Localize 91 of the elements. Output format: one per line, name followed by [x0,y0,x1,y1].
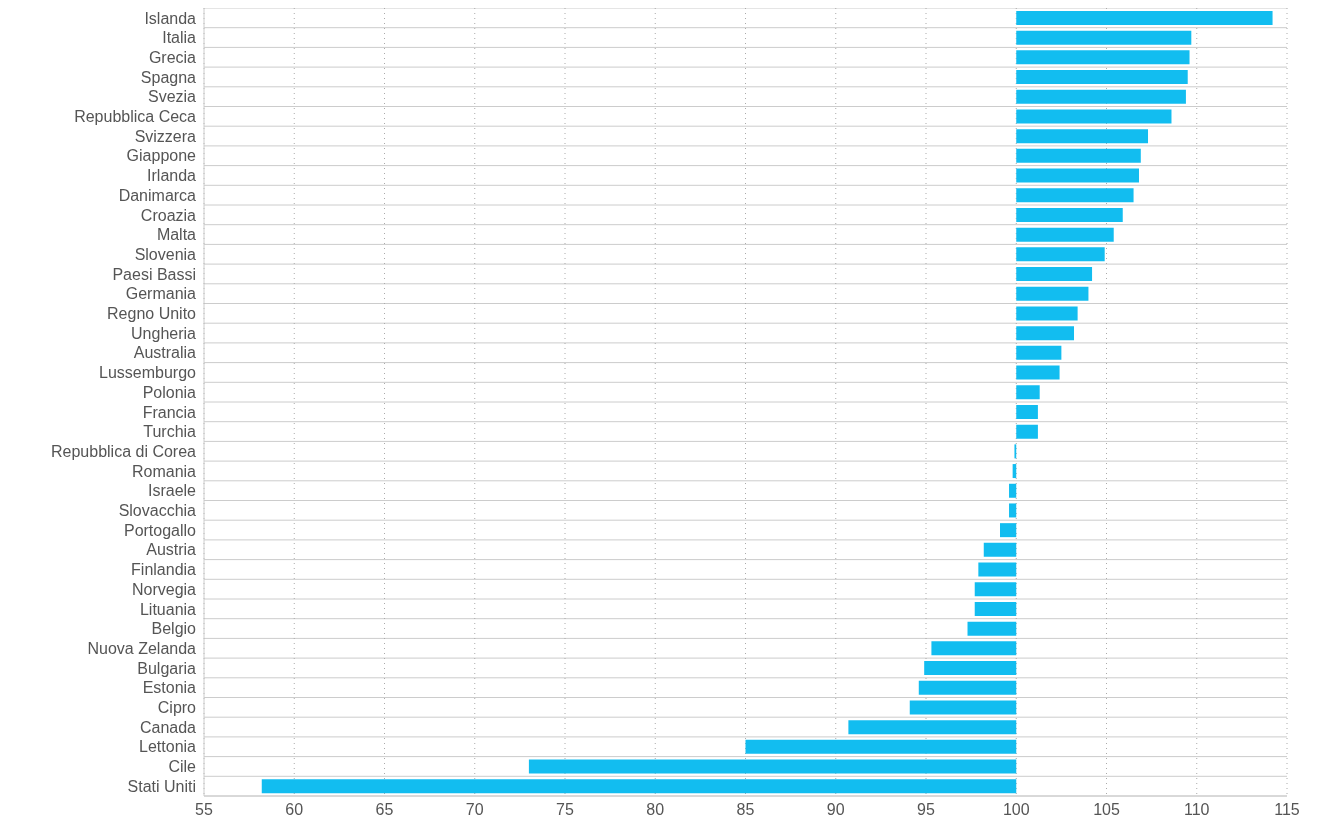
bar [1016,188,1134,203]
bar [1016,109,1172,124]
bar [1016,267,1093,282]
y-tick-label: Grecia [148,48,197,66]
y-tick-label: Svizzera [134,127,197,145]
y-tick-label: Lettonia [139,738,197,756]
bar [918,680,1017,695]
bar [974,601,1017,616]
y-tick-label: Finlandia [131,561,197,579]
bar [931,641,1017,656]
y-tick-label: Estonia [142,679,197,697]
y-tick-label: Italia [162,29,197,47]
bar [1016,385,1040,400]
y-tick-label: Romania [131,462,197,480]
y-tick-label: Slovacchia [118,502,197,520]
x-tick-label: 80 [646,801,665,819]
bar [909,700,1017,715]
y-tick-label: Israele [147,482,197,500]
y-tick-label: Cipro [157,699,197,717]
y-tick-label: Malta [156,226,197,244]
bar [1009,483,1017,498]
bar [974,582,1017,597]
x-tick-label: 95 [917,801,935,819]
y-tick-label: Ungheria [131,324,197,342]
bar [1000,523,1017,538]
y-tick-label: Irlanda [147,167,197,185]
bar [983,542,1017,557]
bar [848,720,1017,735]
y-tick-label: Paesi Bassi [112,265,196,283]
x-tick-label: 60 [285,801,304,819]
bar [1016,404,1038,419]
y-tick-label: Nuova Zelanda [87,639,197,657]
y-tick-label: Canada [139,718,197,736]
y-tick-label: Germania [125,285,197,303]
bar [745,739,1017,754]
y-tick-label: Francia [142,403,197,421]
y-tick-label: Portogallo [123,521,197,539]
y-tick-label: Lussemburgo [99,364,197,382]
x-tick-label: 70 [465,801,484,819]
y-tick-label: Svezia [147,88,197,106]
bar [1016,129,1149,144]
bar [261,779,1017,794]
y-tick-label: Bulgaria [137,659,197,677]
bar [1016,365,1060,380]
x-tick-label: 85 [736,801,755,819]
y-tick-label: Austria [146,541,197,559]
x-tick-label: 65 [375,801,394,819]
bar [1016,10,1273,25]
y-tick-label: Croazia [140,206,197,224]
x-tick-label: 115 [1274,801,1300,819]
y-tick-label: Repubblica di Corea [51,442,197,460]
bar [1016,247,1105,262]
x-tick-label: 110 [1183,801,1210,819]
bar [1016,207,1123,222]
y-tick-label: Belgio [151,620,197,638]
x-tick-label: 55 [195,801,213,819]
y-tick-label: Norvegia [131,580,197,598]
bar [967,621,1017,636]
bar [1016,89,1186,104]
bar [978,562,1017,577]
bar [1016,345,1062,360]
bar [1016,227,1114,242]
y-tick-label: Regno Unito [107,305,197,323]
y-tick-label: Islanda [144,9,197,27]
bar [924,661,1017,676]
bar [1016,424,1038,439]
bar [1016,50,1190,65]
y-tick-label: Polonia [142,383,197,401]
bar [1016,286,1089,301]
x-tick-label: 90 [826,801,845,819]
bar [1016,306,1078,321]
bar [1016,326,1075,341]
bar [1016,70,1188,85]
y-tick-label: Repubblica Ceca [74,108,197,126]
y-tick-label: Stati Uniti [127,777,196,795]
y-tick-label: Spagna [140,68,197,86]
y-tick-label: Giappone [126,147,197,165]
bar [1016,148,1141,163]
x-tick-label: 75 [556,801,574,819]
y-tick-label: Australia [133,344,197,362]
bar [1016,30,1192,45]
x-tick-label: 105 [1093,801,1120,819]
bar [1016,168,1139,183]
bar [528,759,1017,774]
y-tick-label: Slovenia [134,245,197,263]
bar [1009,503,1017,518]
y-tick-label: Turchia [143,423,197,441]
y-tick-label: Danimarca [118,186,197,204]
y-tick-label: Cile [168,758,197,776]
y-tick-label: Lituania [139,600,197,618]
x-tick-label: 100 [1002,801,1030,819]
